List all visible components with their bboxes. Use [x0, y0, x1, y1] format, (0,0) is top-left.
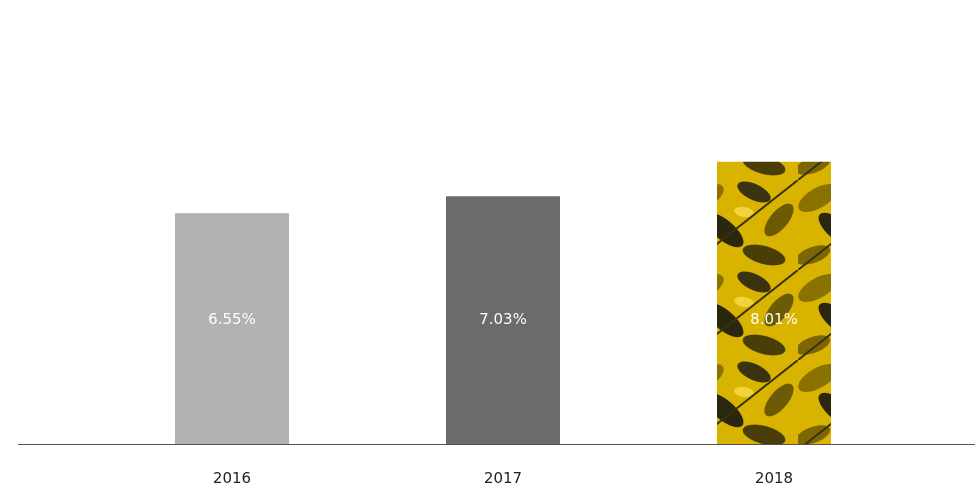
value-labels-layer: 6.55% 7.03% 8.01%	[208, 310, 798, 328]
bar-value-label-2017: 7.03%	[479, 310, 527, 328]
x-tick-label-2018: 2018	[755, 469, 793, 487]
bar-value-label-2016: 6.55%	[208, 310, 256, 328]
bars-layer	[175, 161, 831, 444]
x-tick-label-2016: 2016	[213, 469, 251, 487]
x-tick-label-2017: 2017	[484, 469, 522, 487]
bar-value-label-2018: 8.01%	[750, 310, 798, 328]
bar-2017	[446, 196, 560, 444]
x-tick-labels-layer: 2016 2017 2018	[213, 469, 793, 487]
bar-2018	[717, 161, 831, 444]
bar-2016	[175, 213, 289, 444]
